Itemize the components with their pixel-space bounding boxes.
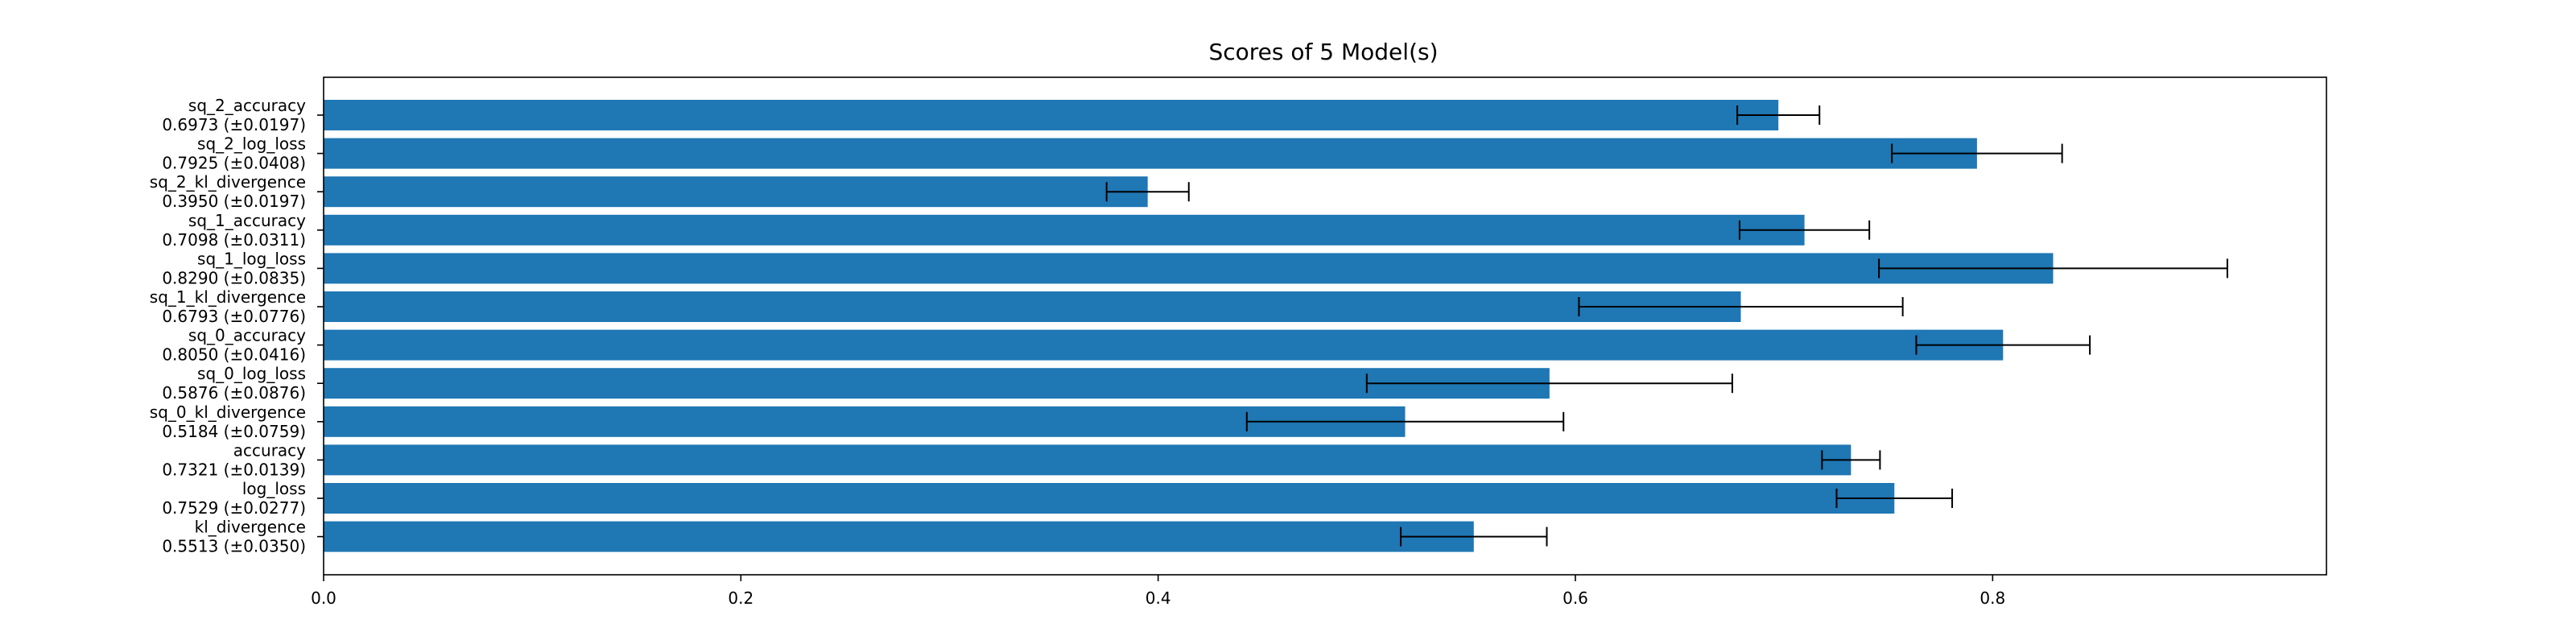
value-label: 0.6793 (±0.0776)	[162, 307, 306, 326]
bar	[324, 406, 1406, 437]
x-tick-label: 0.8	[1979, 588, 2005, 608]
bar	[324, 483, 1895, 514]
category-label: sq_2_accuracy	[188, 96, 306, 115]
category-label: sq_0_accuracy	[188, 326, 306, 345]
bar	[324, 329, 2004, 361]
value-label: 0.5513 (±0.0350)	[162, 537, 306, 556]
value-label: 0.5876 (±0.0876)	[162, 383, 306, 402]
value-label: 0.7098 (±0.0311)	[162, 230, 306, 250]
category-label: sq_1_log_loss	[197, 249, 306, 268]
value-label: 0.5184 (±0.0759)	[162, 422, 306, 441]
value-label: 0.8050 (±0.0416)	[162, 345, 306, 365]
plot-frame	[323, 76, 2327, 576]
value-label: 0.7529 (±0.0277)	[162, 498, 306, 518]
bar	[324, 100, 1779, 130]
category-label: sq_1_kl_divergence	[150, 287, 306, 307]
bar	[324, 291, 1741, 322]
category-label: sq_0_log_loss	[197, 364, 306, 383]
bar	[324, 214, 1805, 246]
bar	[324, 368, 1550, 399]
category-label: sq_2_kl_divergence	[150, 172, 306, 192]
value-label: 0.6973 (±0.0197)	[162, 115, 306, 134]
bar	[324, 521, 1474, 552]
category-label: accuracy	[233, 440, 306, 460]
error-bars-layer	[1105, 105, 2228, 547]
x-tick-label: 0.6	[1563, 588, 1588, 608]
category-label: log_loss	[242, 479, 306, 498]
x-tick-label: 0.4	[1146, 588, 1171, 608]
category-label: kl_divergence	[195, 518, 306, 537]
bar	[324, 176, 1148, 208]
value-label: 0.7321 (±0.0139)	[162, 460, 306, 479]
bars-layer	[324, 100, 2054, 552]
category-label: sq_2_log_loss	[197, 134, 306, 154]
chart-title: Scores of 5 Model(s)	[1208, 39, 1438, 65]
value-label: 0.3950 (±0.0197)	[162, 192, 306, 211]
bar	[324, 444, 1852, 476]
category-label: sq_1_accuracy	[188, 211, 306, 230]
bar	[324, 253, 2054, 284]
category-label: sq_0_kl_divergence	[150, 402, 306, 422]
x-axis-ticks: 0.0 0.2 0.4 0.6 0.8	[311, 575, 2005, 608]
x-tick-label: 0.2	[728, 588, 753, 608]
bar	[324, 138, 1977, 169]
value-label: 0.7925 (±0.0408)	[162, 154, 306, 173]
value-label: 0.8290 (±0.0835)	[162, 268, 306, 287]
x-tick-label: 0.0	[311, 588, 336, 608]
